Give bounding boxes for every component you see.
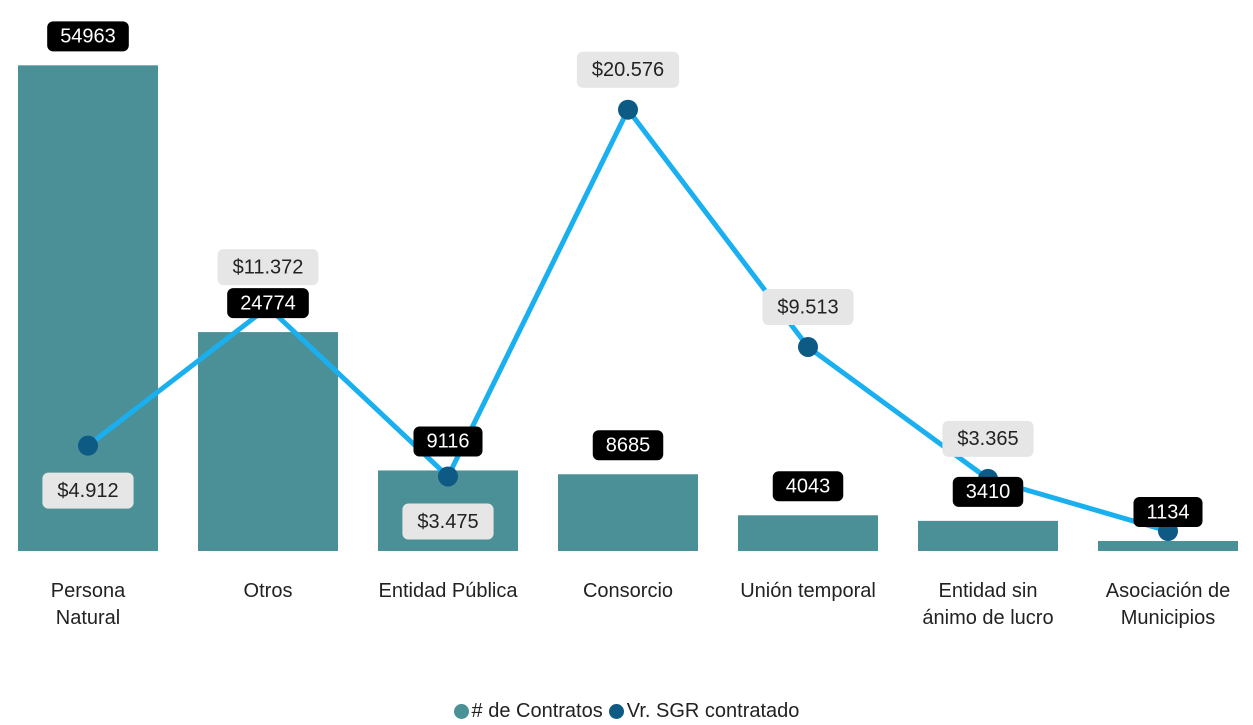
data-label: $11.372 bbox=[217, 249, 319, 286]
bar bbox=[918, 520, 1058, 551]
legend-text: Vr. SGR contratado bbox=[626, 700, 800, 722]
legend-swatch bbox=[453, 704, 469, 719]
label-box bbox=[42, 472, 134, 509]
data-label: 3410 bbox=[952, 476, 1024, 507]
line-point bbox=[798, 336, 818, 357]
label-text: 1134 bbox=[1146, 501, 1189, 523]
x-tick-label: Entidad sin ánimo de lucro bbox=[922, 580, 1054, 629]
line-point bbox=[618, 99, 638, 120]
bar bbox=[738, 515, 878, 551]
data-label: 4043 bbox=[772, 471, 844, 502]
bar bbox=[1098, 540, 1238, 551]
label-box bbox=[772, 471, 844, 502]
legend-text: # de Contratos bbox=[471, 700, 603, 722]
data-label: 9116 bbox=[413, 426, 483, 457]
label-box bbox=[1133, 496, 1203, 527]
data-label: $9.513 bbox=[762, 288, 854, 325]
label-text: $11.372 bbox=[233, 256, 304, 278]
line-point bbox=[78, 435, 98, 456]
label-box bbox=[942, 420, 1034, 457]
line-point bbox=[438, 466, 458, 487]
label-box bbox=[402, 503, 494, 540]
label-text: 4043 bbox=[786, 476, 831, 498]
label-text: $3.475 bbox=[417, 511, 478, 533]
label-box bbox=[952, 476, 1024, 507]
x-tick-label: Entidad Pública bbox=[378, 580, 518, 602]
data-label: 1134 bbox=[1133, 496, 1203, 527]
label-text: 24774 bbox=[240, 292, 296, 314]
label-box bbox=[227, 288, 309, 319]
data-label: 24774 bbox=[227, 288, 309, 319]
data-label: $20.576 bbox=[576, 51, 680, 88]
label-box bbox=[217, 249, 319, 286]
label-text: $20.576 bbox=[592, 59, 664, 81]
label-text: 54963 bbox=[60, 26, 116, 48]
x-tick-label: Persona Natural bbox=[50, 580, 126, 629]
label-box bbox=[413, 426, 483, 457]
label-text: 3410 bbox=[966, 481, 1011, 503]
label-text: 9116 bbox=[426, 431, 469, 453]
x-tick-label: Unión temporal bbox=[740, 580, 876, 602]
label-box bbox=[592, 430, 664, 461]
plot: 54963 24774 9116 8685 4043 3410 1134 $4.912 $11.… bbox=[18, 21, 1238, 552]
x-tick-label: Otros bbox=[243, 580, 293, 602]
legend-item: # de Contratos bbox=[453, 700, 603, 723]
data-label: 8685 bbox=[592, 430, 664, 461]
x-tick-label: Consorcio bbox=[582, 580, 674, 602]
label-text: $3.365 bbox=[957, 428, 1018, 450]
data-label: $4.912 bbox=[42, 472, 134, 509]
legend: # de Contratos Vr. SGR contratado bbox=[0, 700, 1253, 725]
data-label: $3.475 bbox=[402, 503, 494, 540]
label-text: 8685 bbox=[606, 435, 651, 457]
data-label: 54963 bbox=[47, 21, 129, 52]
label-box bbox=[47, 21, 129, 52]
bar bbox=[18, 65, 158, 552]
x-tick-label: Asociación de Municipios bbox=[1105, 580, 1231, 629]
label-box bbox=[762, 288, 854, 325]
data-label: $3.365 bbox=[942, 420, 1034, 457]
bar bbox=[558, 474, 698, 551]
label-box bbox=[576, 51, 680, 88]
legend-swatch bbox=[608, 704, 624, 719]
legend-item: Vr. SGR contratado bbox=[608, 700, 800, 723]
bar bbox=[198, 332, 338, 551]
label-text: $4.912 bbox=[57, 480, 118, 502]
label-text: $9.513 bbox=[777, 296, 838, 318]
